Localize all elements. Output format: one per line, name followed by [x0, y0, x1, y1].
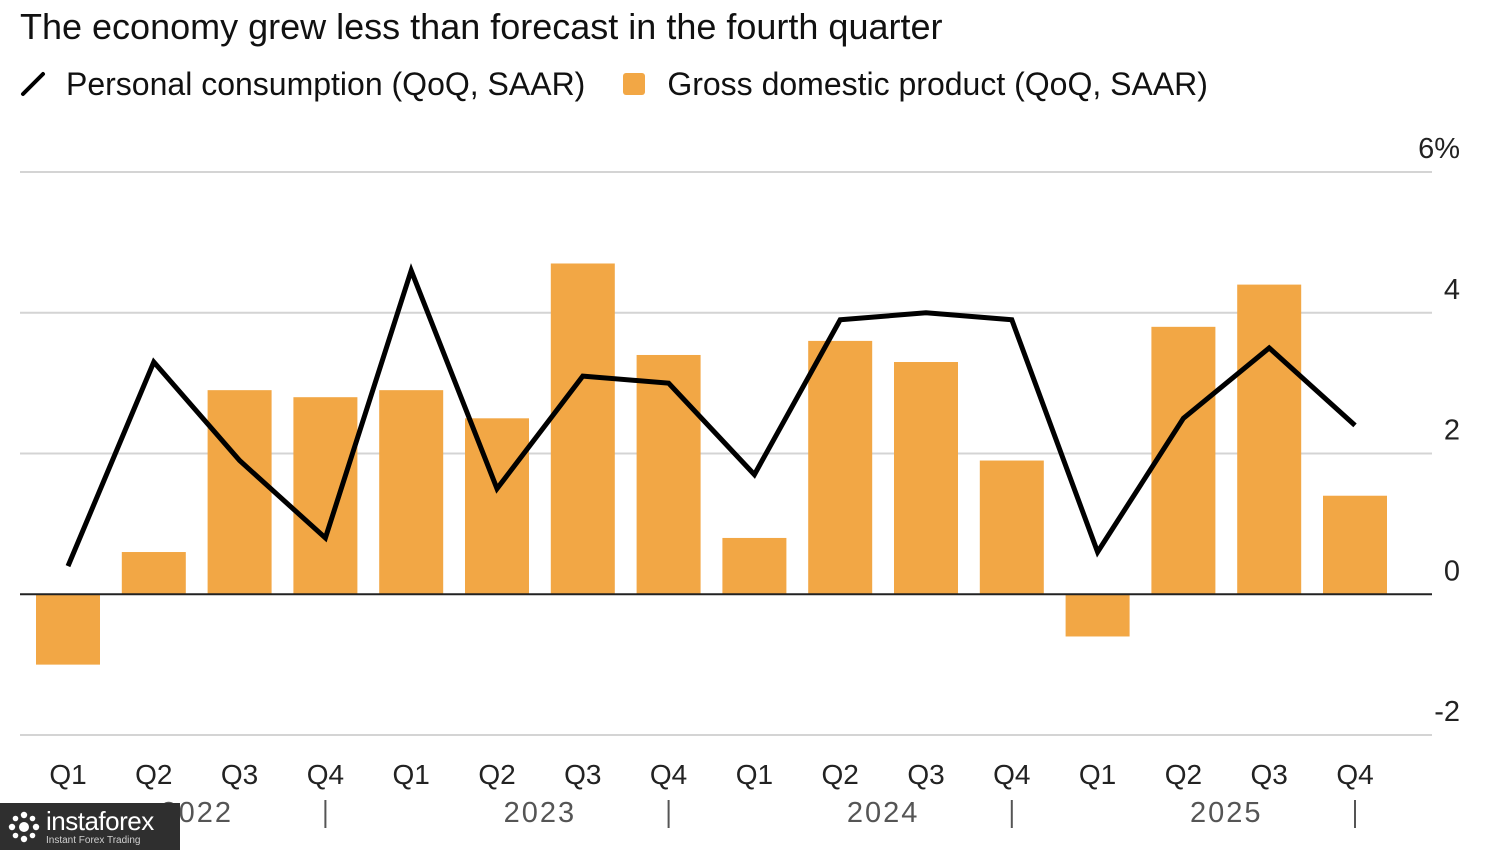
x-tick-label: Q1 — [1079, 759, 1116, 790]
x-tick-label: Q1 — [49, 759, 86, 790]
gdp-bar — [1323, 495, 1387, 595]
gdp-bar — [293, 397, 358, 595]
x-tick-label: Q3 — [1251, 759, 1288, 790]
gdp-bar — [808, 340, 873, 595]
x-tick-label: Q1 — [393, 759, 430, 790]
watermark-tagline: Instant Forex Trading — [46, 834, 141, 846]
y-tick-label: 0 — [1444, 555, 1460, 587]
year-label: 2024 — [847, 797, 920, 829]
gdp-bar — [36, 594, 100, 665]
gdp-bar — [894, 362, 958, 595]
x-tick-label: Q2 — [1165, 759, 1202, 790]
year-label: 2025 — [1190, 797, 1263, 829]
gdp-bar — [1151, 326, 1216, 595]
legend-label-personal-consumption: Personal consumption (QoQ, SAAR) — [66, 65, 586, 102]
legend-bar-swatch — [623, 73, 646, 95]
gdp-bar — [636, 354, 701, 595]
watermark-brand: instaforex — [46, 805, 154, 836]
x-tick-label: Q4 — [307, 759, 344, 790]
personal-consumption-line — [65, 263, 1357, 568]
legend-item-personal-consumption: Personal consumption (QoQ, SAAR) — [20, 66, 585, 103]
x-tick-label: Q2 — [822, 759, 859, 790]
gdp-bar — [465, 418, 529, 595]
y-tick-label: 2 — [1444, 415, 1460, 447]
x-tick-label: Q4 — [993, 759, 1030, 790]
watermark: instaforex Instant Forex Trading — [0, 803, 180, 850]
gdp-bar — [1237, 284, 1302, 595]
year-label: 2023 — [504, 797, 577, 829]
x-tick-label: Q3 — [564, 759, 601, 790]
y-tick-label: 6% — [1418, 133, 1460, 165]
gdp-bar — [121, 552, 186, 595]
legend-label-gdp: Gross domestic product (QoQ, SAAR) — [667, 65, 1208, 102]
chart-title: The economy grew less than forecast in t… — [20, 6, 943, 47]
x-tick-label: Q2 — [478, 759, 515, 790]
x-tick-label: Q2 — [135, 759, 172, 790]
x-tick-label: Q3 — [221, 759, 258, 790]
legend: Personal consumption (QoQ, SAAR) Gross d… — [20, 62, 1208, 106]
instaforex-logo-icon — [8, 811, 40, 842]
y-tick-label: -2 — [1434, 696, 1460, 728]
legend-line-swatch — [21, 72, 45, 96]
gdp-bar — [550, 263, 615, 595]
gdp-bar — [722, 537, 787, 595]
x-tick-label: Q1 — [736, 759, 773, 790]
y-tick-label: 4 — [1444, 274, 1460, 306]
gdp-bar — [379, 390, 444, 595]
gdp-bar — [1065, 594, 1130, 637]
x-tick-label: Q4 — [650, 759, 687, 790]
x-tick-label: Q3 — [907, 759, 944, 790]
gdp-bar — [979, 460, 1044, 595]
gdp-bar — [207, 390, 272, 595]
legend-item-gdp: Gross domestic product (QoQ, SAAR) — [623, 66, 1208, 103]
x-tick-label: Q4 — [1336, 759, 1373, 790]
